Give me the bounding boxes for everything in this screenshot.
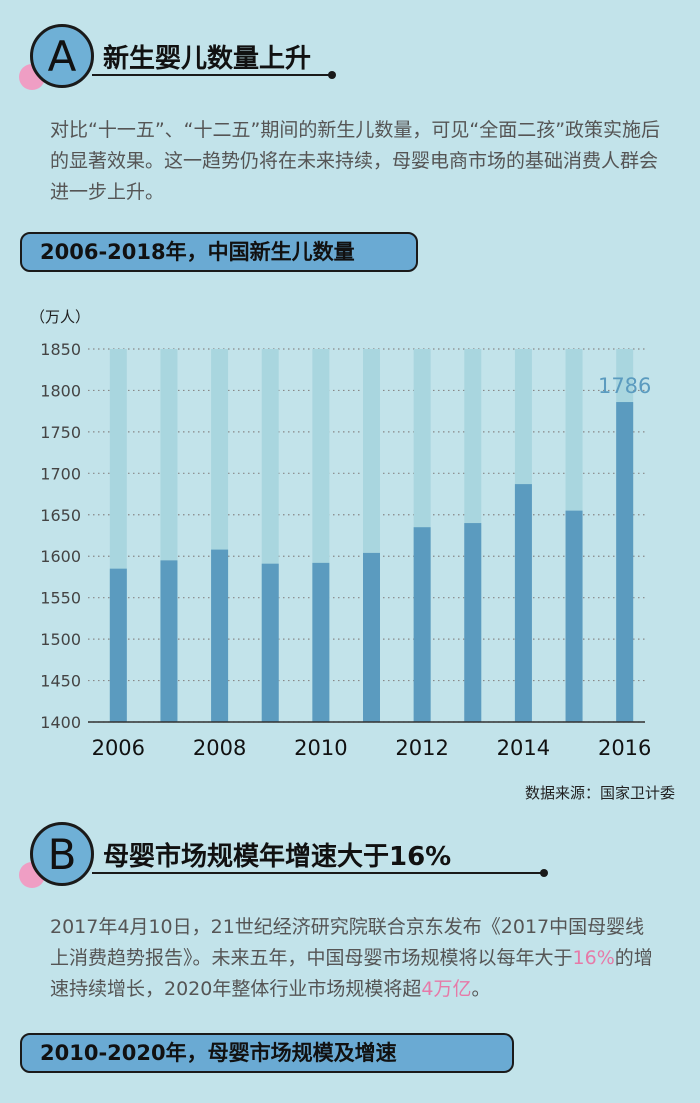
chart-banner-market: 2010-2020年，母婴市场规模及增速 — [20, 1033, 514, 1073]
bar — [312, 562, 330, 722]
y-tick-label: 1850 — [40, 340, 81, 359]
section-a-letter: A — [47, 31, 77, 81]
y-tick-label: 1700 — [40, 464, 81, 483]
x-tick-label: 2008 — [193, 736, 246, 760]
section-b-letter: B — [47, 829, 77, 879]
section-a-title: 新生婴儿数量上升 — [103, 44, 312, 74]
bar — [109, 568, 127, 722]
x-tick-label: 2016 — [598, 736, 651, 760]
section-b-text-2: 的增速持续增长，2020年整体行业市场规模将超 — [50, 947, 653, 1000]
births-bar-chart: （万人） 1400 1450 1500 1550 1600 1650 1700 1750 1800… — [30, 308, 651, 760]
chart-banner-births: 2006-2018年，中国新生儿数量 — [20, 232, 418, 272]
y-tick-label: 1750 — [40, 423, 81, 442]
bar — [565, 510, 583, 722]
bar — [261, 563, 279, 722]
bar — [514, 484, 532, 722]
data-source: 数据来源：国家卫计委 — [524, 784, 675, 802]
bar — [211, 549, 229, 722]
section-b-header: B 母婴市场规模年增速大于16% — [0, 820, 700, 900]
y-tick-label: 1600 — [40, 547, 81, 566]
underline-end-dot-icon — [328, 71, 336, 79]
section-b-market-highlight: 4万亿 — [421, 978, 472, 1000]
y-tick-label: 1500 — [40, 630, 81, 649]
underline-end-dot-icon — [540, 869, 548, 877]
section-b-title: 母婴市场规模年增速大于16% — [103, 842, 452, 872]
y-tick-label: 1400 — [40, 713, 81, 732]
section-a-badge: A — [30, 24, 94, 88]
bar — [616, 402, 634, 722]
y-tick-label: 1450 — [40, 672, 81, 691]
section-a-header: A 新生婴儿数量上升 — [0, 20, 700, 100]
x-tick-label: 2010 — [294, 736, 347, 760]
section-b-underline — [92, 872, 544, 874]
section-b-badge: B — [30, 822, 94, 886]
bar — [464, 523, 482, 722]
bar — [160, 560, 178, 722]
section-a-paragraph: 对比“十一五”、“十二五”期间的新生儿数量，可见“全面二孩”政策实施后的显著效果… — [50, 119, 661, 203]
x-tick-label: 2006 — [92, 736, 145, 760]
section-b-text-3: 。 — [471, 978, 491, 1000]
bar — [413, 527, 431, 722]
section-b-growth-highlight: 16% — [572, 947, 615, 969]
bar — [363, 552, 380, 722]
section-a-underline — [92, 74, 332, 76]
y-tick-label: 1550 — [40, 589, 81, 608]
section-b-paragraph: 2017年4月10日，21世纪经济研究院联合京东发布《2017中国母婴线上消费趋… — [50, 912, 662, 1005]
y-tick-label: 1650 — [40, 506, 81, 525]
y-tick-label: 1800 — [40, 381, 81, 400]
x-tick-label: 2014 — [497, 736, 550, 760]
data-label: 1786 — [598, 374, 651, 398]
section-b-text-1: 2017年4月10日，21世纪经济研究院联合京东发布《2017中国母婴线上消费趋… — [50, 916, 645, 969]
x-tick-label: 2012 — [395, 736, 448, 760]
y-axis-unit-label: （万人） — [30, 308, 90, 326]
